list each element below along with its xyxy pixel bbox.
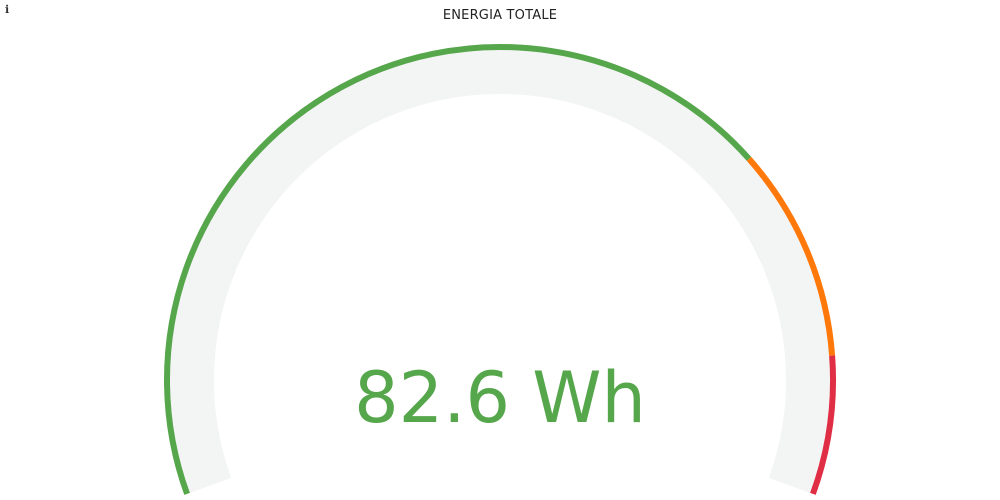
gauge-value: 82.6 Wh — [354, 357, 646, 439]
threshold-arc-1 — [746, 156, 836, 356]
threshold-arc-0 — [164, 44, 752, 495]
info-icon[interactable]: ℹ — [5, 3, 10, 16]
gauge-track — [166, 45, 834, 495]
threshold-arc-2 — [810, 355, 836, 495]
panel-title: ENERGIA TOTALE — [442, 8, 558, 23]
threshold-arcs — [164, 44, 836, 495]
